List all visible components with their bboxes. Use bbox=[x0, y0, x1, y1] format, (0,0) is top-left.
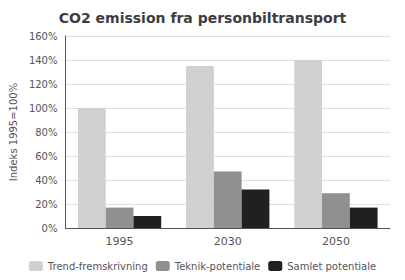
svg-text:120%: 120% bbox=[29, 79, 58, 90]
svg-text:Teknik-potentiale: Teknik-potentiale bbox=[174, 261, 261, 272]
svg-text:20%: 20% bbox=[35, 199, 57, 210]
svg-text:60%: 60% bbox=[35, 151, 57, 162]
svg-text:Trend-fremskrivning: Trend-fremskrivning bbox=[47, 261, 148, 272]
svg-text:80%: 80% bbox=[35, 127, 57, 138]
svg-text:Indeks 1995=100%: Indeks 1995=100% bbox=[8, 83, 19, 181]
svg-text:0%: 0% bbox=[42, 223, 58, 234]
svg-text:1995: 1995 bbox=[106, 235, 134, 248]
svg-text:40%: 40% bbox=[35, 175, 57, 186]
svg-text:2030: 2030 bbox=[214, 235, 242, 248]
svg-text:140%: 140% bbox=[29, 55, 58, 66]
svg-text:160%: 160% bbox=[29, 31, 58, 42]
svg-text:2050: 2050 bbox=[322, 235, 350, 248]
svg-text:100%: 100% bbox=[29, 103, 58, 114]
svg-text:CO2 emission fra personbiltran: CO2 emission fra personbiltransport bbox=[59, 10, 347, 26]
svg-text:Samlet potentiale: Samlet potentiale bbox=[287, 261, 376, 272]
